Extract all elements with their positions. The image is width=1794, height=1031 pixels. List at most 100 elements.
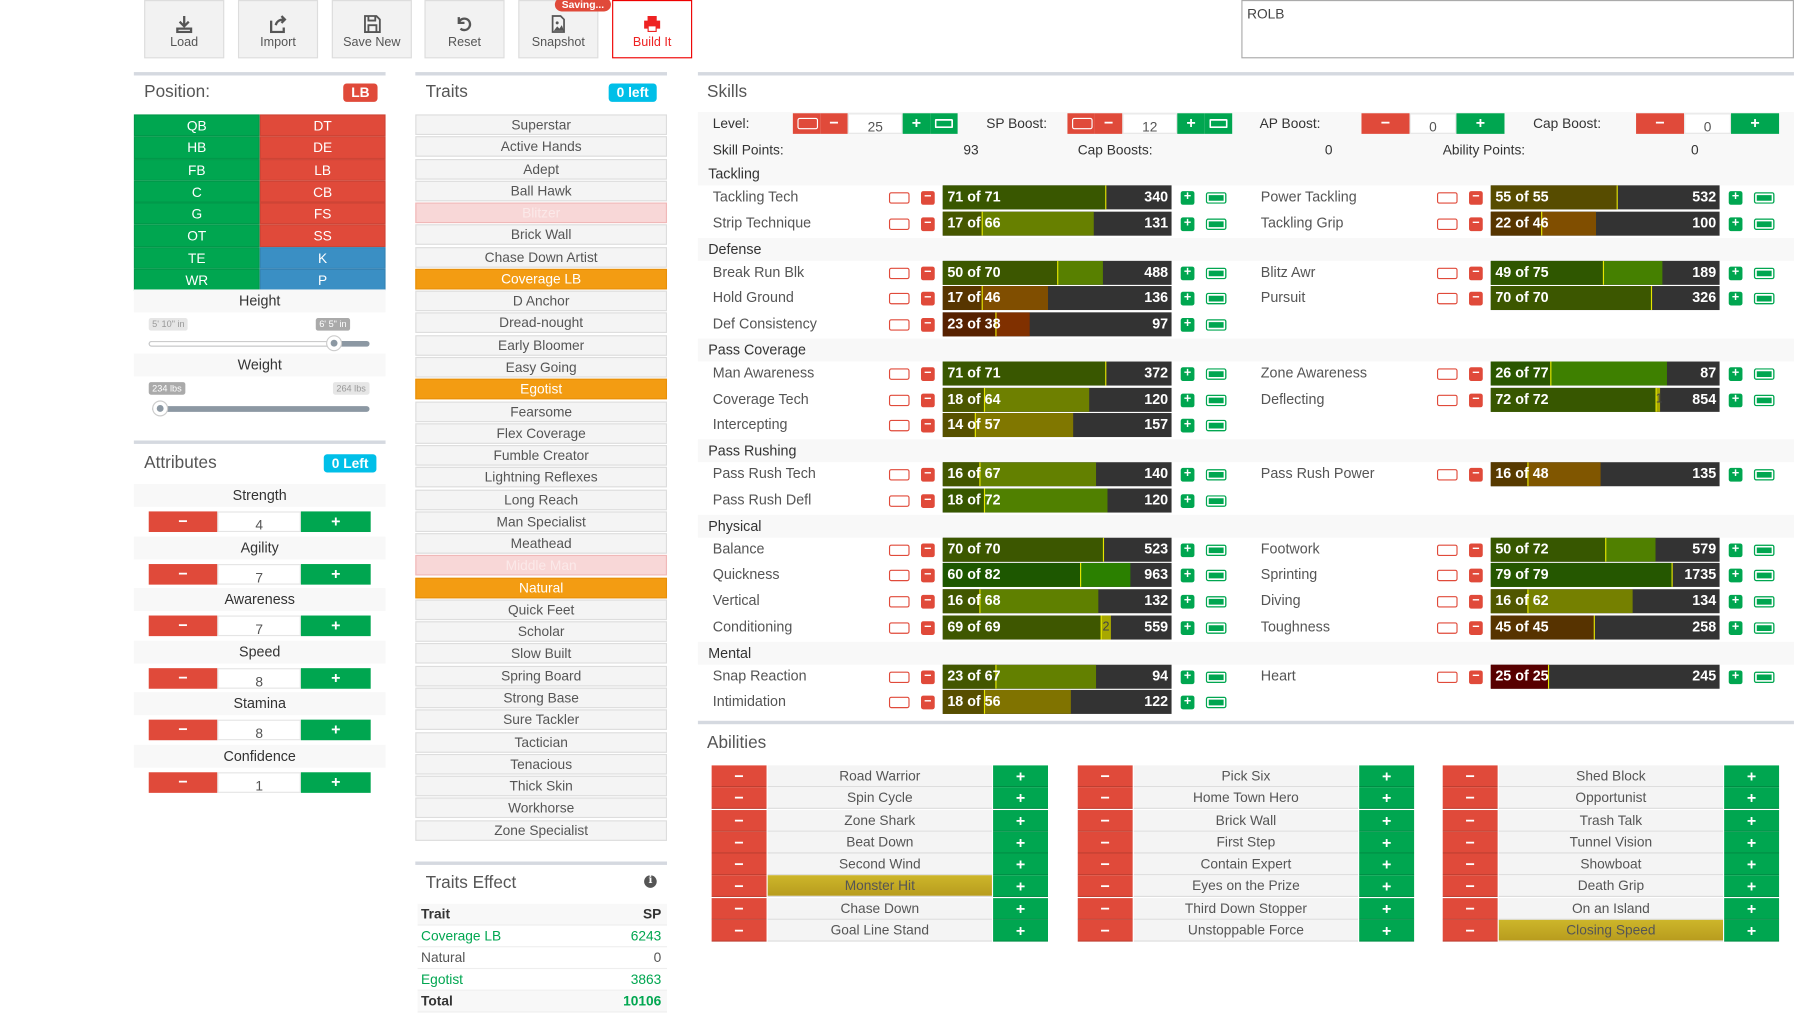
position-p[interactable]: P	[259, 268, 386, 291]
skill-decrease-button[interactable]: −	[1469, 291, 1483, 306]
ability-remove-button[interactable]: −	[1442, 897, 1498, 920]
cap_boost-input[interactable]: 0	[1684, 113, 1732, 135]
cap_boost-increase-button[interactable]: +	[1731, 113, 1780, 134]
ability-item[interactable]: Pick Six	[1133, 765, 1359, 788]
position-c[interactable]: C	[133, 180, 260, 203]
skill-min-battery-icon[interactable]	[888, 697, 910, 709]
weight-slider-handle[interactable]	[152, 400, 169, 417]
skill-increase-button[interactable]: +	[1728, 542, 1743, 557]
skill-max-battery-icon[interactable]	[1753, 671, 1775, 683]
trait-item[interactable]: Tenacious	[415, 753, 668, 775]
trait-item[interactable]: Fearsome	[415, 401, 668, 422]
ability-item[interactable]: Road Warrior	[767, 765, 992, 788]
skill-max-battery-icon[interactable]	[1753, 544, 1775, 556]
skill-decrease-button[interactable]: −	[921, 669, 935, 684]
cap_boost-decrease-button[interactable]: −	[1636, 113, 1685, 134]
ability-item[interactable]: Zone Shark	[767, 809, 992, 832]
skill-decrease-button[interactable]: −	[1469, 467, 1483, 482]
skill-increase-button[interactable]: +	[1180, 542, 1195, 557]
skill-min-battery-icon[interactable]	[888, 544, 910, 556]
attribute-increase-button[interactable]: +	[300, 615, 371, 637]
skill-max-battery-icon[interactable]	[1753, 267, 1775, 279]
ability-item[interactable]: First Step	[1133, 831, 1359, 854]
ability-add-button[interactable]: +	[1724, 875, 1780, 898]
ability-remove-button[interactable]: −	[1077, 787, 1133, 810]
skill-min-battery-icon[interactable]	[888, 319, 910, 331]
skill-decrease-button[interactable]: −	[921, 392, 935, 407]
attribute-value[interactable]: 1	[217, 771, 301, 793]
skill-min-battery-icon[interactable]	[1436, 622, 1458, 634]
ability-remove-button[interactable]: −	[1442, 875, 1498, 898]
ability-item[interactable]: Closing Speed	[1498, 919, 1724, 942]
level-decrease-button[interactable]: −	[820, 113, 848, 134]
skill-min-battery-icon[interactable]	[1436, 671, 1458, 683]
ability-add-button[interactable]: +	[1724, 853, 1780, 876]
skill-increase-button[interactable]: +	[1180, 392, 1195, 407]
skill-max-battery-icon[interactable]	[1205, 570, 1227, 582]
ability-item[interactable]: Chase Down	[767, 897, 992, 920]
skill-max-battery-icon[interactable]	[1205, 319, 1227, 331]
level-min-button[interactable]	[792, 113, 821, 134]
ability-add-button[interactable]: +	[1724, 809, 1780, 832]
trait-item[interactable]: Brick Wall	[415, 224, 668, 246]
trait-item[interactable]: Zone Specialist	[415, 819, 668, 841]
skill-decrease-button[interactable]: −	[921, 291, 935, 306]
ability-item[interactable]: Monster Hit	[767, 875, 992, 898]
position-g[interactable]: G	[133, 202, 260, 225]
attribute-increase-button[interactable]: +	[300, 511, 371, 533]
toolbar-button-import[interactable]: Import	[237, 0, 319, 59]
position-lb[interactable]: LB	[259, 158, 386, 181]
position-ss[interactable]: SS	[259, 224, 386, 247]
ability-remove-button[interactable]: −	[711, 875, 767, 898]
skill-decrease-button[interactable]: −	[921, 568, 935, 583]
skill-decrease-button[interactable]: −	[1469, 542, 1483, 557]
skill-decrease-button[interactable]: −	[1469, 265, 1483, 280]
level-increase-button[interactable]: +	[902, 113, 931, 134]
ability-item[interactable]: Beat Down	[767, 831, 992, 854]
skill-decrease-button[interactable]: −	[921, 418, 935, 433]
skill-decrease-button[interactable]: −	[1469, 392, 1483, 407]
trait-item[interactable]: Workhorse	[415, 797, 668, 819]
attribute-decrease-button[interactable]: −	[148, 667, 218, 689]
skill-decrease-button[interactable]: −	[1469, 568, 1483, 583]
attribute-decrease-button[interactable]: −	[148, 615, 218, 637]
ability-remove-button[interactable]: −	[711, 897, 767, 920]
ability-remove-button[interactable]: −	[711, 809, 767, 832]
trait-item[interactable]: Long Reach	[415, 489, 668, 510]
skill-min-battery-icon[interactable]	[888, 218, 910, 230]
skill-max-battery-icon[interactable]	[1205, 394, 1227, 406]
ability-remove-button[interactable]: −	[1077, 853, 1133, 876]
sp_boost-increase-button[interactable]: +	[1177, 113, 1205, 134]
attribute-decrease-button[interactable]: −	[148, 563, 218, 585]
trait-item[interactable]: Active Hands	[415, 136, 668, 158]
skill-min-battery-icon[interactable]	[1436, 394, 1458, 406]
trait-item[interactable]: Ball Hawk	[415, 180, 668, 202]
attribute-value[interactable]: 7	[217, 563, 301, 585]
trait-item[interactable]: Dread-nought	[415, 312, 668, 334]
ability-item[interactable]: Eyes on the Prize	[1133, 875, 1359, 898]
skill-increase-button[interactable]: +	[1180, 190, 1195, 205]
skill-max-battery-icon[interactable]	[1205, 622, 1227, 634]
skill-max-battery-icon[interactable]	[1205, 218, 1227, 230]
ability-remove-button[interactable]: −	[711, 853, 767, 876]
ability-remove-button[interactable]: −	[1077, 765, 1133, 788]
trait-item[interactable]: Early Bloomer	[415, 334, 668, 356]
trait-item[interactable]: Lightning Reflexes	[415, 467, 668, 488]
trait-item[interactable]: Fumble Creator	[415, 445, 668, 466]
skill-min-battery-icon[interactable]	[888, 420, 910, 432]
skill-min-battery-icon[interactable]	[1436, 293, 1458, 305]
ability-add-button[interactable]: +	[1724, 831, 1780, 854]
toolbar-button-load[interactable]: Load	[144, 0, 225, 59]
skill-decrease-button[interactable]: −	[921, 695, 935, 710]
ap_boost-increase-button[interactable]: +	[1456, 113, 1505, 134]
ability-item[interactable]: Brick Wall	[1133, 809, 1359, 832]
trait-item[interactable]: Spring Board	[415, 665, 668, 687]
trait-item[interactable]: Tactician	[415, 731, 668, 753]
ability-add-button[interactable]: +	[1724, 765, 1780, 788]
ability-remove-button[interactable]: −	[1077, 919, 1133, 942]
toolbar-button-save-new[interactable]: Save New	[331, 0, 412, 59]
attribute-value[interactable]: 7	[217, 615, 301, 637]
skill-min-battery-icon[interactable]	[888, 469, 910, 481]
attribute-decrease-button[interactable]: −	[148, 771, 218, 793]
ability-add-button[interactable]: +	[993, 875, 1048, 898]
